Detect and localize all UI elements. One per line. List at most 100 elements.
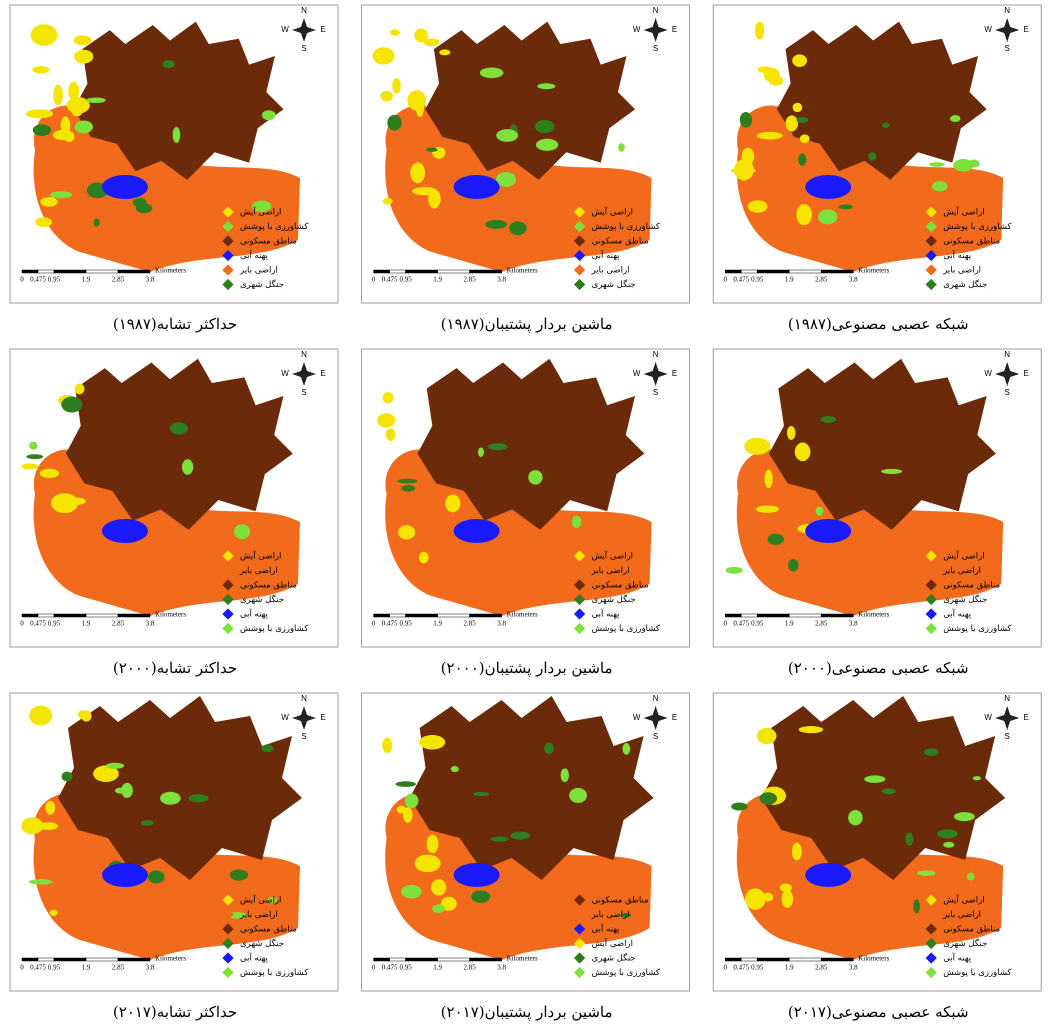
legend-swatch [573,937,586,950]
fallow-patch [757,66,774,73]
legend-label: پهنه آبی [592,923,621,935]
legend-label: کشاورزی با پوشش [943,222,1012,232]
fallow-patch [377,413,396,428]
vegetation-patch [535,138,559,151]
legend-swatch [573,966,586,979]
vegetation-patch [923,748,939,756]
fallow-patch [74,383,85,395]
vegetation-patch [160,791,181,805]
fallow-patch [744,888,766,910]
scale-segment [788,269,822,274]
scale-unit: Kilometers [155,611,186,619]
fallow-patch [52,129,75,141]
legend-label: کشاورزی با پوشش [943,624,1012,634]
legend-label: اراضی بایر [591,566,630,576]
fallow-patch [768,75,784,86]
legend-label: جنگل شهری [943,594,987,605]
vegetation-patch [86,97,106,104]
scale-unit: Kilometers [858,267,889,275]
scale-label: 0 [372,620,376,628]
scale-label: 0 [20,276,24,284]
compass-label: S [653,388,658,397]
vegetation-patch [496,129,519,142]
compass-label: W [984,713,992,722]
map-panel: N S E W اراضی آیش کشاورزی با پوشش مناطق مسکونی… [361,4,691,333]
scale-segment [405,613,438,618]
vegetation-patch [148,870,165,884]
vegetation-patch [798,153,807,166]
legend-swatch [925,235,937,247]
legend-label: مناطق مسکونی [943,581,1000,591]
legend-swatch [573,608,586,620]
compass-label: E [1024,369,1029,378]
fallow-patch [786,426,796,440]
legend-label: اراضی آیش [592,550,633,562]
scale-label: 1.9 [785,964,794,972]
vegetation-patch [50,191,73,199]
vegetation-patch [74,120,93,134]
legend-swatch [222,564,234,577]
legend-swatch [925,966,937,979]
water-body [102,519,148,543]
legend-swatch [573,894,586,906]
fallow-patch [396,805,407,814]
scale-segment [53,957,87,962]
vegetation-patch [815,506,824,516]
scale-label: 0.95 [751,964,764,972]
vegetation-patch [169,422,189,435]
legend-swatch [925,952,937,964]
scale-segment [820,613,854,618]
compass-label: W [633,369,641,378]
fallow-patch [785,115,799,132]
scale-label: 0 [20,620,24,628]
scale-label: 1.9 [82,276,91,284]
legend-label: اراضی آیش [592,937,633,949]
residential-area [769,358,996,530]
map-panel: N S E W اراضی آیش اراضی بایر مناطق مسکونی جنگل … [9,692,339,1021]
scale-label: 0.475 [733,964,749,972]
fallow-patch [412,186,438,196]
vegetation-patch [788,558,799,572]
fallow-patch [418,551,429,564]
legend-swatch [573,579,586,591]
vegetation-patch [820,415,836,423]
vegetation-patch [759,792,778,805]
scale-label: 0.95 [48,620,61,628]
fallow-patch [445,494,461,513]
vegetation-patch [534,119,555,134]
legend-swatch [925,550,937,562]
fallow-patch [390,29,400,36]
compass-label: E [1024,713,1029,722]
compass-label: N [653,350,659,359]
scale-segment [373,957,390,962]
water-body [102,175,148,199]
fallow-patch [40,196,58,207]
scale-segment [405,269,438,274]
vegetation-patch [913,899,920,914]
fallow-patch [73,35,92,46]
legend-swatch [925,937,937,950]
vegetation-patch [620,912,632,918]
legend-label: جنگل شهری [592,279,636,290]
vegetation-patch [725,566,743,574]
water-body [805,863,852,887]
compass-label: W [984,369,992,378]
vegetation-patch [622,743,631,755]
vegetation-patch [188,794,209,803]
fallow-patch [93,765,119,783]
scale-label: 0 [723,964,727,972]
vegetation-patch [114,787,126,794]
legend-swatch [925,579,937,591]
water-body [805,519,852,543]
vegetation-patch [140,820,154,826]
fallow-patch [794,442,811,462]
legend-label: مناطق مسکونی [943,237,1000,247]
legend-swatch [573,908,586,921]
legend-label: اراضی بایر [591,910,630,920]
scale-segment [85,613,119,618]
map-panel: N S E W اراضی آیش اراضی بایر مناطق مسکونی جنگل … [9,348,339,677]
legend-label: مناطق مسکونی [240,925,297,935]
legend-label: کشاورزی با پوشش [592,222,661,232]
vegetation-patch [528,470,543,485]
scale-segment [724,269,742,274]
